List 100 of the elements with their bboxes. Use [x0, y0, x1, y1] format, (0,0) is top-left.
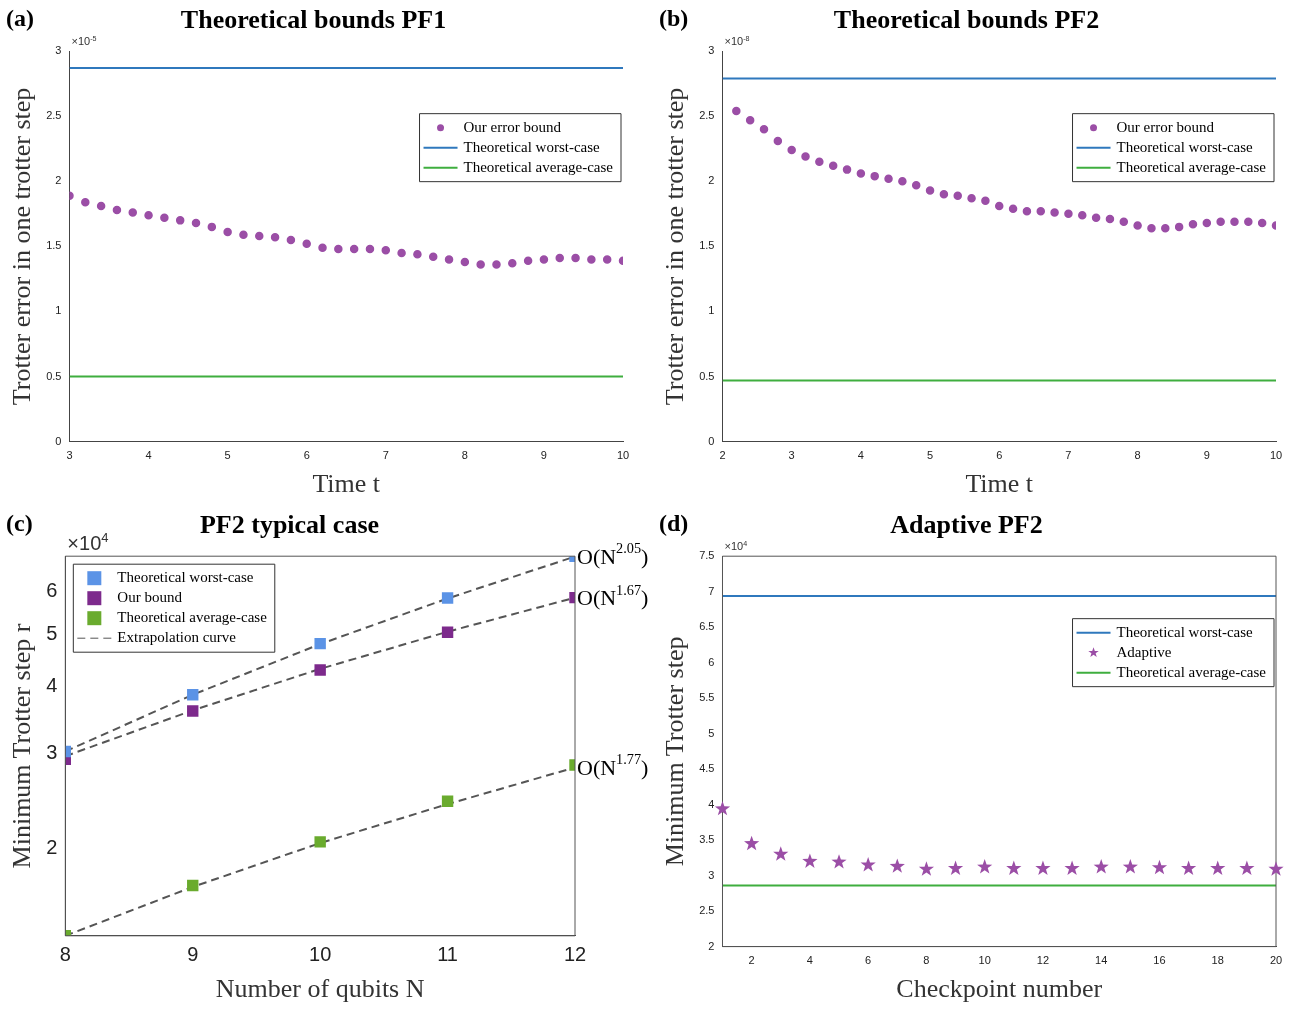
legend-label: Extrapolation curve — [117, 629, 237, 646]
point — [207, 222, 217, 232]
point — [334, 244, 343, 254]
x-axis-title: Time t — [312, 469, 381, 499]
point — [223, 227, 232, 237]
x-tick-label: 6 — [996, 449, 1003, 462]
x-tick-label: 8 — [1134, 449, 1141, 462]
x-tick-label: 16 — [1153, 954, 1166, 967]
text: (d) — [659, 510, 689, 536]
y-tick-label: 1 — [708, 304, 715, 317]
legend-label: Theoretical worst-case — [463, 138, 601, 155]
point — [255, 231, 264, 241]
text: (b) — [659, 5, 689, 31]
x-tick-label: 3 — [788, 449, 795, 462]
legend-label: Adaptive — [1116, 643, 1172, 660]
point — [187, 689, 199, 701]
y-tick-label: 3 — [708, 868, 715, 881]
point — [187, 705, 199, 717]
point — [1078, 210, 1087, 220]
x-tick-label: 3 — [66, 449, 73, 462]
y-tick-label: 0 — [55, 434, 62, 447]
point — [112, 205, 122, 215]
y-tick-label: 0.5 — [699, 369, 715, 382]
point — [1133, 221, 1142, 230]
point — [1022, 207, 1032, 216]
point — [884, 174, 893, 183]
point — [773, 846, 789, 861]
point — [571, 253, 580, 263]
x-tick-label: 5 — [224, 449, 231, 462]
y-tick-label: 3 — [708, 44, 715, 57]
point — [555, 253, 564, 263]
point — [144, 210, 153, 220]
point — [1244, 217, 1253, 226]
y-tick-label: 2.5 — [699, 904, 715, 917]
point — [759, 125, 769, 134]
legend-label: Our error bound — [463, 118, 562, 135]
point — [441, 795, 454, 807]
x-axis-title: Checkpoint number — [896, 974, 1103, 1004]
y-axis-title: Trotter error in one trotter step — [660, 87, 690, 406]
point — [318, 243, 327, 252]
point — [1210, 860, 1226, 875]
point — [286, 235, 296, 245]
point — [302, 239, 311, 249]
x-tick-label: 14 — [1095, 954, 1108, 967]
x-tick-label: 7 — [382, 449, 389, 462]
point — [1035, 860, 1051, 875]
point — [314, 836, 326, 848]
point — [1091, 213, 1101, 223]
point — [815, 157, 824, 167]
x-tick-label: 4 — [806, 954, 813, 967]
x-tick-label: 5 — [926, 449, 934, 462]
point — [889, 858, 905, 873]
y-tick-label: 6 — [708, 655, 715, 668]
point — [175, 216, 185, 225]
y-tick-label: 6.5 — [699, 620, 715, 633]
y-tick-label: 5 — [46, 621, 58, 644]
y-tick-label: 0 — [708, 434, 715, 447]
point — [898, 177, 907, 186]
x-tick-label: 6 — [865, 954, 872, 967]
x-tick-label: 10 — [309, 943, 332, 966]
point — [977, 859, 993, 874]
x-tick-label: 2 — [748, 954, 755, 967]
point — [939, 190, 949, 199]
point — [444, 255, 454, 264]
point — [602, 255, 612, 264]
point — [160, 213, 169, 223]
y-axis-title: Minimum Trotter step — [660, 636, 690, 867]
y-tick-label: 2 — [46, 836, 58, 859]
point — [96, 201, 106, 211]
chart-title: Theoretical bounds PF1 — [180, 5, 447, 35]
point — [787, 145, 796, 155]
point — [81, 197, 90, 207]
point — [476, 260, 485, 269]
point — [714, 800, 731, 816]
point — [1180, 860, 1197, 875]
point — [365, 244, 375, 254]
y-tick-label: 4 — [46, 673, 58, 696]
text: (a) — [6, 5, 34, 31]
point — [587, 255, 596, 264]
x-tick-label: 10 — [978, 954, 991, 967]
y-tick-label: 2 — [708, 174, 715, 187]
x-tick-label: 4 — [145, 449, 152, 462]
point — [508, 259, 517, 268]
legend-label: Theoretical average-case — [1116, 158, 1267, 175]
point — [870, 171, 879, 181]
y-tick-label: 6 — [46, 578, 58, 601]
point — [1257, 218, 1267, 228]
x-tick-label: 7 — [1065, 449, 1072, 462]
chart-title: PF2 typical case — [199, 510, 380, 540]
point — [128, 208, 137, 217]
point — [745, 115, 755, 125]
chart-title: Adaptive PF2 — [890, 510, 1043, 540]
x-tick-label: 20 — [1269, 954, 1283, 967]
point — [1064, 209, 1073, 219]
point — [441, 626, 454, 638]
x-tick-label: 9 — [1203, 449, 1210, 462]
text: (c) — [6, 510, 33, 536]
point — [732, 106, 741, 116]
point — [1122, 859, 1138, 874]
point — [1147, 223, 1156, 233]
